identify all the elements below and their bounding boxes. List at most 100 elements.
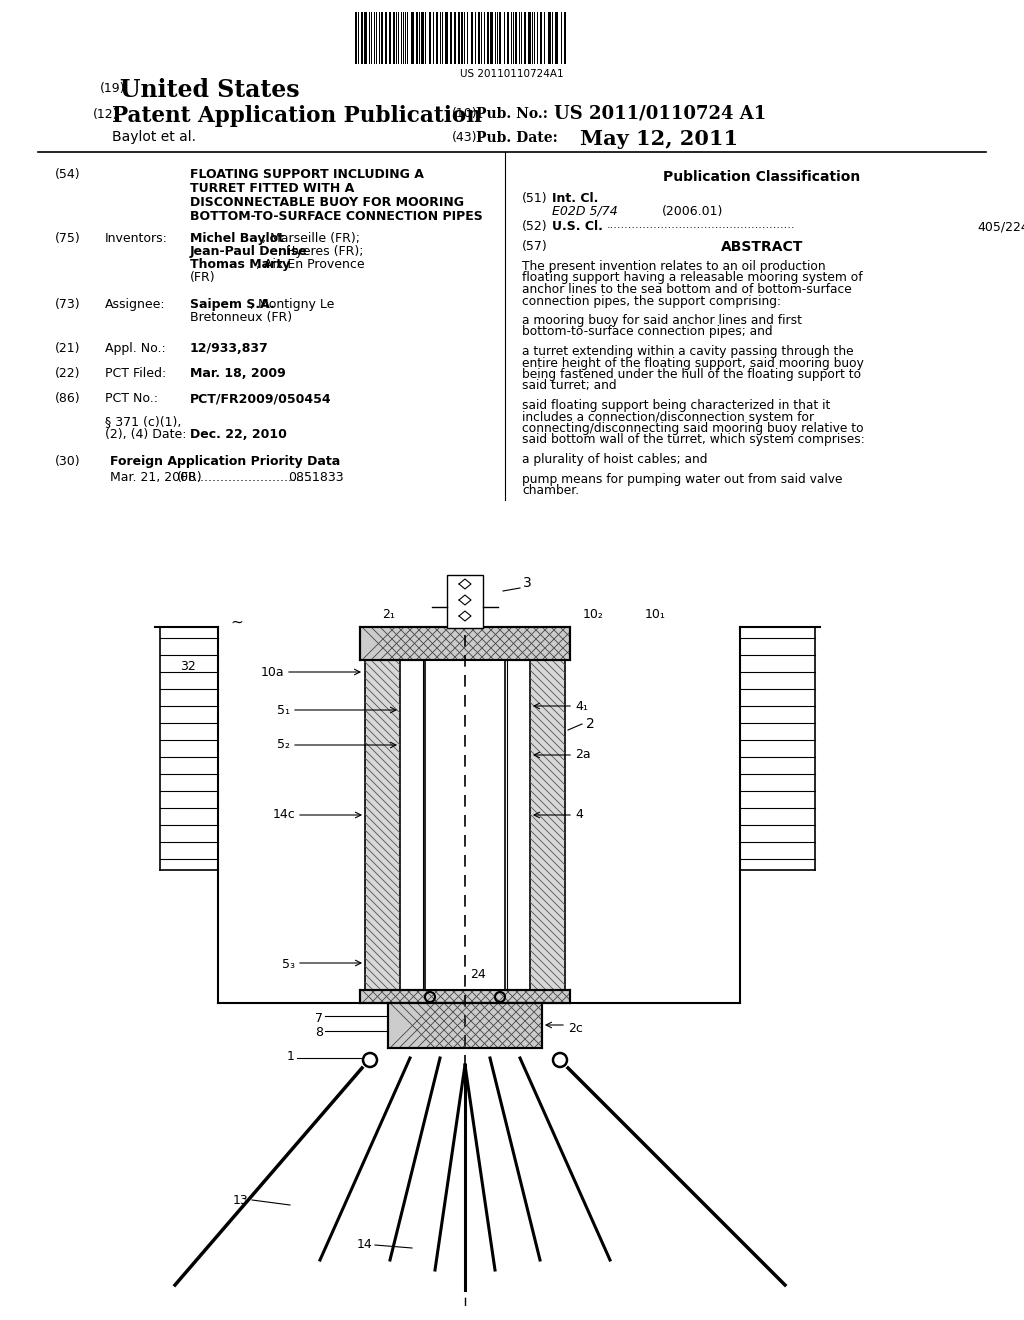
Text: Dec. 22, 2010: Dec. 22, 2010 xyxy=(190,428,287,441)
Text: floating support having a releasable mooring system of: floating support having a releasable moo… xyxy=(522,272,862,285)
Text: Foreign Application Priority Data: Foreign Application Priority Data xyxy=(110,455,340,469)
Text: a turret extending within a cavity passing through the: a turret extending within a cavity passi… xyxy=(522,345,854,358)
Text: Patent Application Publication: Patent Application Publication xyxy=(112,106,482,127)
Text: PCT Filed:: PCT Filed: xyxy=(105,367,166,380)
Text: Jean-Paul Denise: Jean-Paul Denise xyxy=(190,246,308,257)
Text: (30): (30) xyxy=(55,455,81,469)
Text: 4: 4 xyxy=(575,808,583,821)
Text: 5₃: 5₃ xyxy=(282,958,295,972)
Text: 5₁: 5₁ xyxy=(278,704,290,717)
Text: ABSTRACT: ABSTRACT xyxy=(721,240,803,253)
Text: Mar. 18, 2009: Mar. 18, 2009 xyxy=(190,367,286,380)
Text: 0851833: 0851833 xyxy=(288,471,344,484)
Text: Bretonneux (FR): Bretonneux (FR) xyxy=(190,312,292,323)
Text: Thomas Marty: Thomas Marty xyxy=(190,257,290,271)
Text: (73): (73) xyxy=(55,298,81,312)
Text: BOTTOM-TO-SURFACE CONNECTION PIPES: BOTTOM-TO-SURFACE CONNECTION PIPES xyxy=(190,210,482,223)
Text: (21): (21) xyxy=(55,342,81,355)
Text: , Marseille (FR);: , Marseille (FR); xyxy=(261,232,359,246)
Text: 7: 7 xyxy=(315,1011,323,1024)
Bar xyxy=(365,660,400,990)
Bar xyxy=(447,576,483,628)
Text: Int. Cl.: Int. Cl. xyxy=(552,191,598,205)
Bar xyxy=(425,660,505,990)
Text: (2006.01): (2006.01) xyxy=(662,205,723,218)
Text: connecting/disconnecting said mooring buoy relative to: connecting/disconnecting said mooring bu… xyxy=(522,422,863,436)
Text: § 371 (c)(1),: § 371 (c)(1), xyxy=(105,414,181,428)
Text: (43): (43) xyxy=(452,131,477,144)
Text: 32: 32 xyxy=(180,660,196,673)
Text: 2c: 2c xyxy=(568,1022,583,1035)
Text: U.S. Cl.: U.S. Cl. xyxy=(552,220,603,234)
Bar xyxy=(530,660,565,990)
Text: FLOATING SUPPORT INCLUDING A: FLOATING SUPPORT INCLUDING A xyxy=(190,168,424,181)
Text: 1: 1 xyxy=(287,1051,295,1064)
Text: ...............................: ............................... xyxy=(197,471,321,484)
Text: ....................................................: ........................................… xyxy=(607,220,796,230)
Text: 405/224: 405/224 xyxy=(977,220,1024,234)
Text: (FR): (FR) xyxy=(177,471,203,484)
Text: includes a connection/disconnection system for: includes a connection/disconnection syst… xyxy=(522,411,814,424)
Text: Appl. No.:: Appl. No.: xyxy=(105,342,166,355)
Text: (75): (75) xyxy=(55,232,81,246)
Text: US 20110110724A1: US 20110110724A1 xyxy=(460,69,564,79)
Text: 3: 3 xyxy=(523,576,531,590)
Text: Pub. No.:: Pub. No.: xyxy=(476,107,548,121)
Bar xyxy=(360,627,570,660)
Bar xyxy=(388,1003,542,1048)
Text: 10₂: 10₂ xyxy=(583,609,604,622)
Text: (86): (86) xyxy=(55,392,81,405)
Text: 8: 8 xyxy=(315,1027,323,1040)
Text: DISCONNECTABLE BUOY FOR MOORING: DISCONNECTABLE BUOY FOR MOORING xyxy=(190,195,464,209)
Text: 24: 24 xyxy=(470,969,485,982)
Text: (51): (51) xyxy=(522,191,548,205)
Text: PCT/FR2009/050454: PCT/FR2009/050454 xyxy=(190,392,332,405)
Text: , Hyeres (FR);: , Hyeres (FR); xyxy=(278,246,364,257)
Text: (57): (57) xyxy=(522,240,548,253)
Text: Pub. Date:: Pub. Date: xyxy=(476,131,558,145)
Text: The present invention relates to an oil production: The present invention relates to an oil … xyxy=(522,260,825,273)
Text: (10): (10) xyxy=(452,107,477,120)
Text: 14c: 14c xyxy=(272,808,295,821)
Text: 12/933,837: 12/933,837 xyxy=(190,342,268,355)
Text: TURRET FITTED WITH A: TURRET FITTED WITH A xyxy=(190,182,354,195)
Text: May 12, 2011: May 12, 2011 xyxy=(580,129,738,149)
Text: a mooring buoy for said anchor lines and first: a mooring buoy for said anchor lines and… xyxy=(522,314,802,327)
Text: , Montigny Le: , Montigny Le xyxy=(251,298,335,312)
Text: 13: 13 xyxy=(232,1193,248,1206)
Text: ~: ~ xyxy=(230,615,243,630)
Text: 2a: 2a xyxy=(575,748,591,762)
Text: (54): (54) xyxy=(55,168,81,181)
Text: bottom-to-surface connection pipes; and: bottom-to-surface connection pipes; and xyxy=(522,326,773,338)
Text: being fastened under the hull of the floating support to: being fastened under the hull of the flo… xyxy=(522,368,861,381)
Text: E02D 5/74: E02D 5/74 xyxy=(552,205,617,218)
Text: Publication Classification: Publication Classification xyxy=(664,170,860,183)
Text: (FR): (FR) xyxy=(190,271,216,284)
Text: said bottom wall of the turret, which system comprises:: said bottom wall of the turret, which sy… xyxy=(522,433,864,446)
Text: (12): (12) xyxy=(93,108,119,121)
Text: 5₂: 5₂ xyxy=(278,738,290,751)
Text: Mar. 21, 2008: Mar. 21, 2008 xyxy=(110,471,197,484)
Text: said turret; and: said turret; and xyxy=(522,380,616,392)
Text: (19): (19) xyxy=(100,82,126,95)
Text: a plurality of hoist cables; and: a plurality of hoist cables; and xyxy=(522,453,708,466)
Text: 4₁: 4₁ xyxy=(575,700,588,713)
Text: said floating support being characterized in that it: said floating support being characterize… xyxy=(522,399,830,412)
Text: PCT No.:: PCT No.: xyxy=(105,392,158,405)
Text: US 2011/0110724 A1: US 2011/0110724 A1 xyxy=(554,106,766,123)
Text: connection pipes, the support comprising:: connection pipes, the support comprising… xyxy=(522,294,781,308)
Text: 14: 14 xyxy=(356,1238,372,1251)
Text: pump means for pumping water out from said valve: pump means for pumping water out from sa… xyxy=(522,473,843,486)
Text: United States: United States xyxy=(120,78,300,102)
Text: anchor lines to the sea bottom and of bottom-surface: anchor lines to the sea bottom and of bo… xyxy=(522,282,852,296)
Text: (2), (4) Date:: (2), (4) Date: xyxy=(105,428,186,441)
Text: Inventors:: Inventors: xyxy=(105,232,168,246)
Bar xyxy=(360,990,570,1003)
Text: entire height of the floating support, said mooring buoy: entire height of the floating support, s… xyxy=(522,356,864,370)
Text: Michel Baylot: Michel Baylot xyxy=(190,232,284,246)
Text: 2₁: 2₁ xyxy=(382,607,395,620)
Text: Baylot et al.: Baylot et al. xyxy=(112,129,196,144)
Text: , Aix En Provence: , Aix En Provence xyxy=(256,257,365,271)
Text: 10a: 10a xyxy=(260,665,284,678)
Text: Assignee:: Assignee: xyxy=(105,298,166,312)
